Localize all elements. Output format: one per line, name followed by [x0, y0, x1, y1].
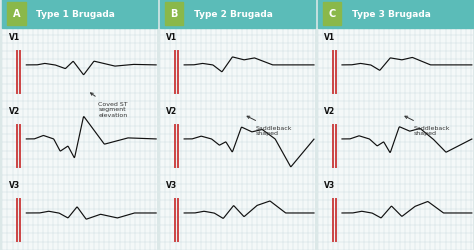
- Text: V1: V1: [324, 33, 336, 42]
- Text: Type 1 Brugada: Type 1 Brugada: [36, 10, 115, 19]
- Text: Saddleback
shaped: Saddleback shaped: [247, 117, 292, 136]
- Text: Saddleback
shaped: Saddleback shaped: [405, 117, 450, 136]
- Text: Type 3 Brugada: Type 3 Brugada: [352, 10, 431, 19]
- Bar: [2, 0, 157, 29]
- Bar: [7, 3, 26, 26]
- Text: V2: V2: [166, 107, 178, 116]
- Bar: [323, 3, 341, 26]
- Text: V1: V1: [9, 33, 20, 42]
- Text: V1: V1: [166, 33, 178, 42]
- Text: Coved ST
segment
elevation: Coved ST segment elevation: [91, 94, 128, 118]
- Text: A: A: [12, 10, 20, 19]
- Text: V2: V2: [324, 107, 336, 116]
- Text: Type 2 Brugada: Type 2 Brugada: [194, 10, 273, 19]
- Text: B: B: [171, 10, 178, 19]
- Text: V3: V3: [9, 180, 20, 190]
- Text: C: C: [328, 10, 336, 19]
- Bar: [318, 0, 473, 29]
- Text: V2: V2: [9, 107, 20, 116]
- Bar: [160, 0, 315, 29]
- Text: V3: V3: [166, 180, 178, 190]
- Text: V3: V3: [324, 180, 336, 190]
- Bar: [165, 3, 183, 26]
